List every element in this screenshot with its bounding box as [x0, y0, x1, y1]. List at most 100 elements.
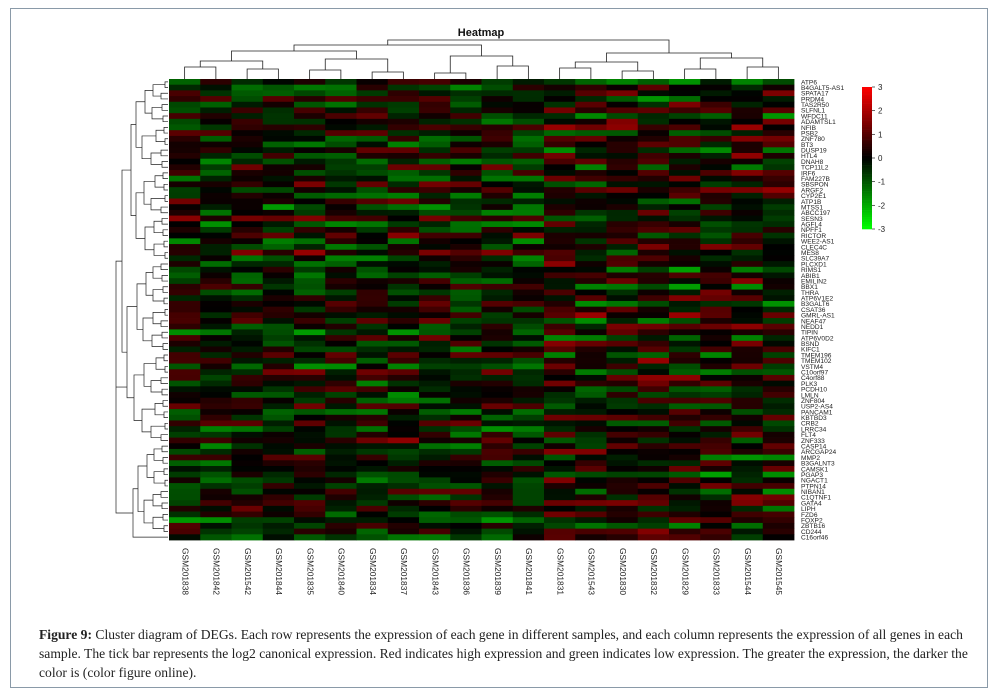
heatmap-cell: [294, 272, 326, 279]
heatmap-cell: [669, 118, 701, 125]
heatmap-cell: [231, 443, 264, 450]
heatmap-cell: [731, 477, 764, 484]
heatmap-cell: [450, 420, 482, 427]
heatmap-cell: [450, 152, 482, 160]
heatmap-cell: [294, 454, 326, 461]
heatmap-cell: [200, 306, 232, 313]
heatmap-cell: [544, 289, 576, 296]
heatmap-cell: [387, 414, 420, 421]
row-label: PLCXD1: [801, 261, 827, 268]
heatmap-cell: [325, 374, 357, 382]
heatmap-cell: [169, 306, 201, 313]
heatmap-cell: [356, 147, 389, 154]
heatmap-cell: [200, 215, 232, 222]
heatmap-cell: [169, 289, 201, 296]
column-label: GSM201831: [555, 548, 565, 595]
heatmap-cell: [450, 517, 482, 524]
heatmap-cell: [637, 369, 670, 376]
heatmap-cell: [762, 175, 795, 182]
heatmap-cell: [700, 141, 732, 148]
row-label: USP2-AS4: [801, 404, 833, 411]
heatmap-cell: [481, 335, 514, 342]
figure-caption: Figure 9: Cluster diagram of DEGs. Each …: [39, 625, 989, 682]
heatmap-cell: [762, 323, 795, 330]
heatmap-cell: [762, 511, 795, 518]
heatmap-cell: [450, 357, 482, 364]
heatmap-cell: [169, 505, 201, 512]
heatmap-cell: [231, 471, 264, 478]
heatmap-cell: [731, 226, 764, 234]
heatmap-cell: [231, 232, 264, 239]
heatmap-cell: [575, 363, 607, 370]
heatmap-cell: [419, 170, 451, 177]
heatmap-cell: [262, 272, 295, 279]
heatmap-cell: [700, 318, 732, 325]
heatmap-cell: [387, 340, 420, 347]
heatmap-cell: [294, 124, 326, 131]
heatmap-cell: [450, 266, 482, 273]
heatmap-cell: [356, 483, 389, 490]
heatmap-cell: [294, 312, 326, 319]
heatmap-cell: [512, 158, 545, 165]
heatmap-cell: [637, 374, 670, 382]
heatmap-cell: [731, 204, 764, 211]
heatmap-cell: [262, 221, 295, 228]
heatmap-cell: [387, 323, 420, 330]
heatmap-cell: [575, 130, 607, 137]
heatmap-cell: [731, 466, 764, 473]
heatmap-cell: [762, 500, 795, 507]
heatmap-cell: [262, 437, 295, 444]
heatmap-cell: [606, 534, 639, 541]
heatmap-cell: [669, 500, 701, 507]
heatmap-cell: [575, 79, 607, 86]
heatmap-cell: [387, 130, 420, 137]
heatmap-cell: [669, 329, 701, 336]
heatmap-cell: [606, 181, 639, 188]
heatmap-cell: [669, 420, 701, 427]
heatmap-cell: [512, 84, 545, 91]
heatmap-cell: [325, 118, 357, 125]
heatmap-cell: [231, 249, 264, 256]
heatmap-cell: [575, 386, 607, 393]
heatmap-cell: [762, 306, 795, 313]
heatmap-cell: [700, 198, 732, 205]
heatmap-cell: [762, 471, 795, 478]
heatmap-cell: [325, 397, 357, 404]
heatmap-cell: [544, 158, 576, 165]
heatmap-cell: [325, 505, 357, 512]
heatmap-cell: [231, 380, 264, 387]
heatmap-cell: [387, 84, 420, 91]
heatmap-cell: [762, 329, 795, 336]
heatmap-cell: [356, 312, 389, 319]
heatmap-cell: [450, 249, 482, 256]
heatmap-cell: [450, 369, 482, 376]
heatmap-cell: [325, 152, 357, 160]
heatmap-cell: [419, 431, 451, 438]
heatmap-cell: [637, 437, 670, 444]
heatmap-cell: [200, 460, 232, 467]
heatmap-cell: [419, 204, 451, 211]
heatmap-cell: [731, 522, 764, 530]
heatmap-cell: [450, 79, 482, 86]
heatmap-cell: [387, 289, 420, 296]
heatmap-cell: [325, 511, 357, 518]
heatmap-cell: [325, 175, 357, 182]
heatmap-cell: [450, 209, 482, 216]
heatmap-cell: [637, 107, 670, 114]
heatmap-cell: [669, 238, 701, 245]
row-label: IRF6: [801, 170, 816, 177]
heatmap-cell: [762, 158, 795, 165]
heatmap-cell: [169, 431, 201, 438]
heatmap-cell: [700, 124, 732, 131]
heatmap-cell: [419, 272, 451, 279]
row-label: RICTOR: [801, 233, 826, 240]
heatmap-cell: [762, 505, 795, 512]
heatmap-cell: [637, 477, 670, 484]
heatmap-cell: [294, 426, 326, 433]
heatmap-cell: [700, 346, 732, 353]
heatmap-cell: [637, 431, 670, 438]
heatmap-cell: [169, 209, 201, 216]
heatmap-cell: [544, 283, 576, 290]
heatmap-cell: [762, 187, 795, 194]
heatmap-cell: [481, 437, 514, 444]
